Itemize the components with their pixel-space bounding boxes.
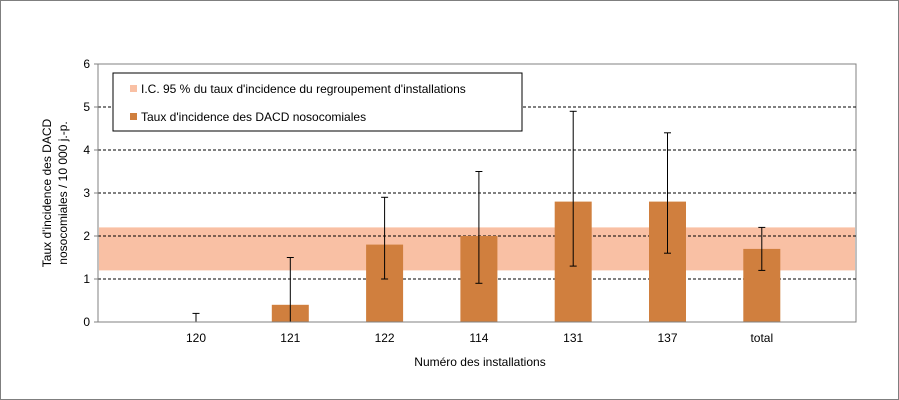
x-axis-title: Numéro des installations	[414, 355, 545, 369]
legend-label-ci-band: I.C. 95 % du taux d'incidence du regroup…	[141, 82, 466, 96]
legend-label-incidence-bar: Taux d'incidence des DACD nosocomiales	[141, 110, 366, 124]
x-tick-label-122: 122	[375, 331, 395, 345]
x-tick-label-120: 120	[186, 331, 206, 345]
y-tick-label-2: 2	[83, 229, 90, 243]
legend: I.C. 95 % du taux d'incidence du regroup…	[112, 72, 523, 132]
y-tick-label-5: 5	[83, 100, 90, 114]
legend-box	[112, 72, 523, 132]
x-tick-label-114: 114	[469, 331, 488, 345]
y-tick-label-0: 0	[83, 315, 90, 329]
y-tick-label-4: 4	[83, 143, 90, 157]
y-tick-label-1: 1	[83, 272, 90, 286]
x-tick-label-137: 137	[657, 331, 677, 345]
x-tick-label-121: 121	[280, 331, 300, 345]
legend-swatch-incidence-bar	[130, 113, 137, 120]
y-axis-title-line1: Taux d'incidence des DACD	[40, 118, 54, 267]
legend-swatch-ci-band	[130, 85, 137, 92]
x-tick-label-total: total	[750, 331, 773, 345]
x-tick-label-131: 131	[563, 331, 583, 345]
y-tick-label-3: 3	[83, 186, 90, 200]
y-axis-title-line2: nosocomiales / 10 000 j.-p.	[56, 121, 70, 264]
y-tick-label-6: 6	[83, 57, 90, 71]
